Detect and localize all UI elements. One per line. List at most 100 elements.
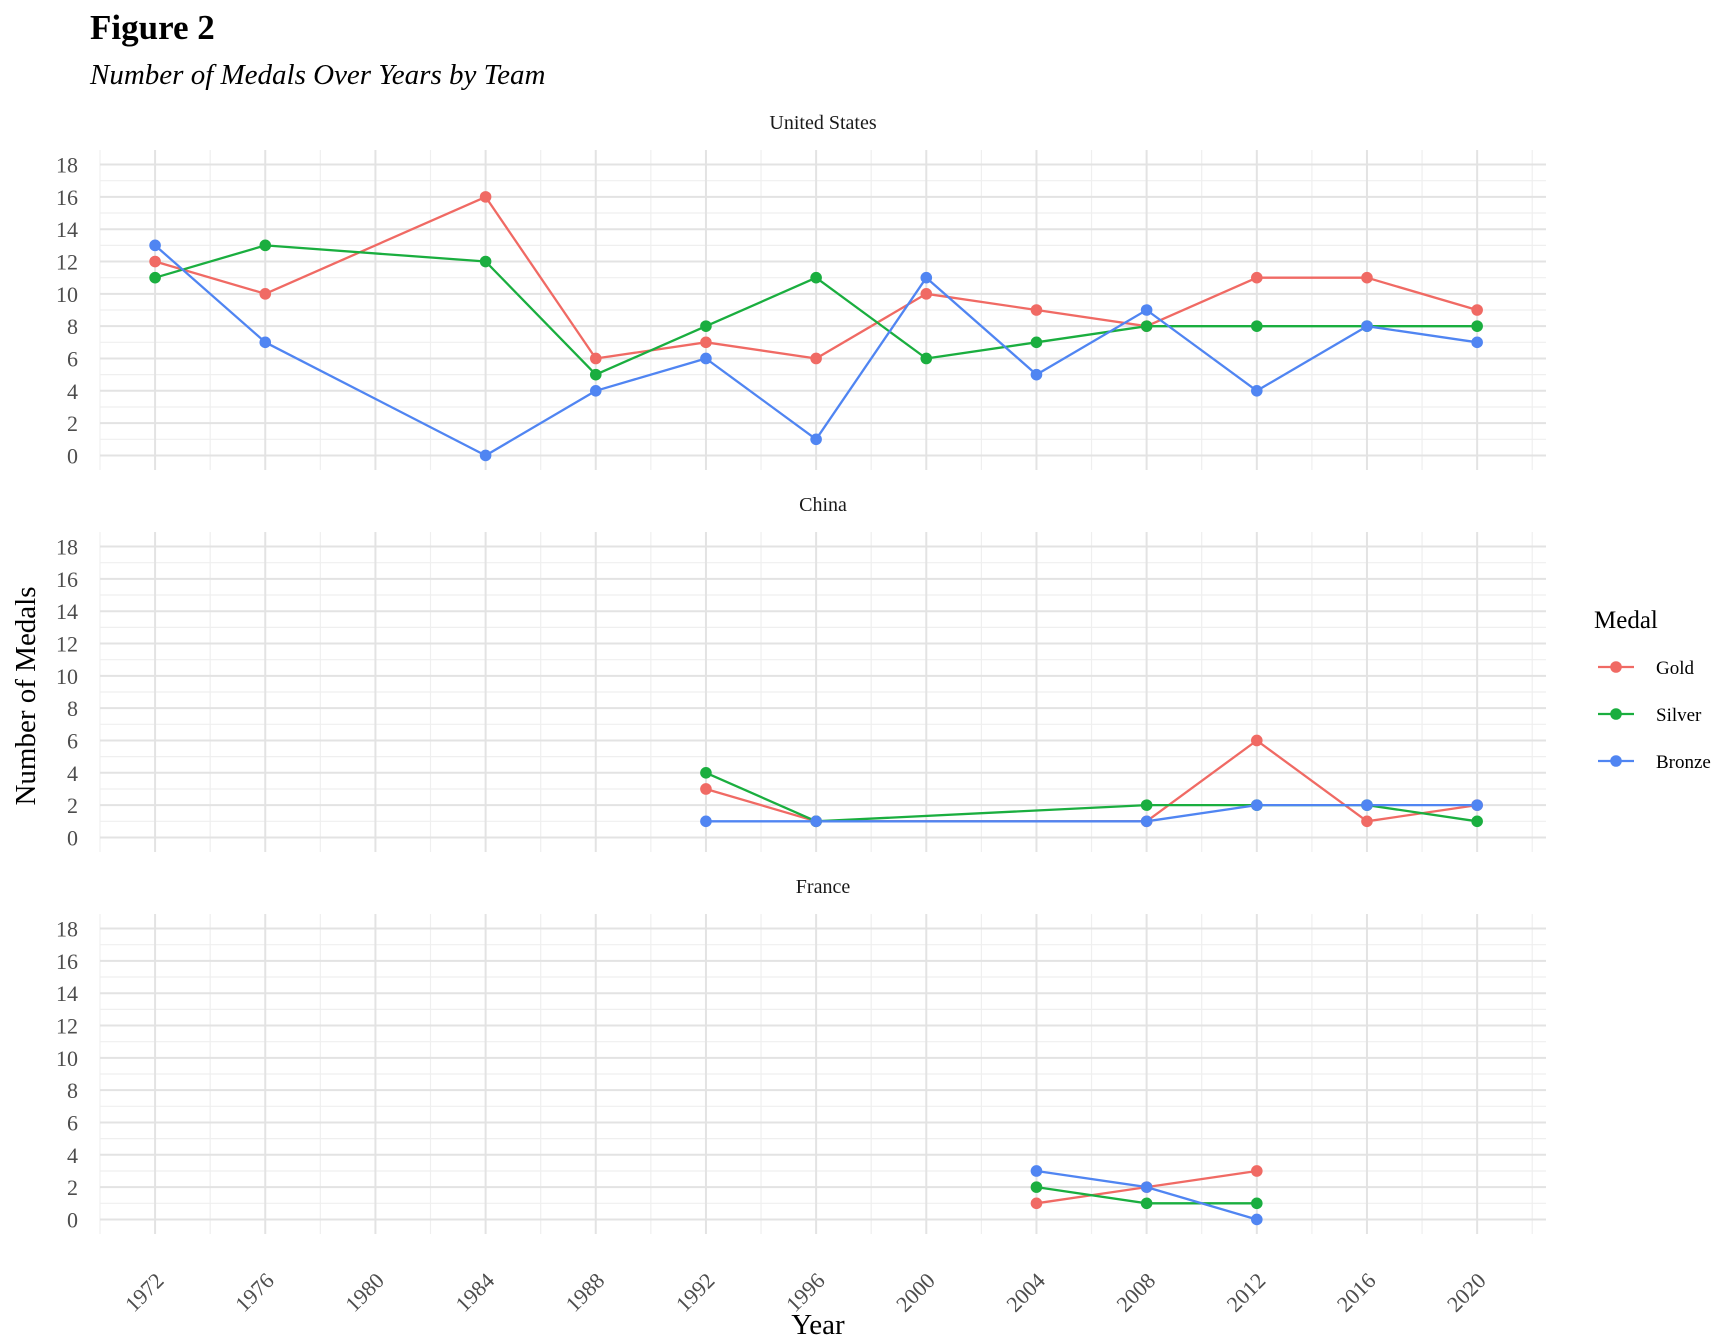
data-point-united-states-silver	[1140, 320, 1153, 332]
data-point-china-bronze	[700, 815, 712, 828]
data-point-united-states-gold	[920, 288, 933, 300]
data-point-france-bronze	[1251, 1213, 1263, 1226]
y-tick-label: 6	[67, 1110, 78, 1135]
data-point-china-silver	[1471, 815, 1483, 828]
x-tick-label: 1976	[230, 1268, 279, 1317]
y-tick-label: 8	[67, 314, 78, 339]
y-tick-label: 16	[56, 567, 78, 592]
data-point-china-gold	[1361, 815, 1373, 828]
panel-united-states: United States 0 2 4 6 8 10 12 14 16 18	[56, 112, 1546, 470]
series-line-china-silver	[705, 771, 1478, 823]
facet-label-united-states: United States	[769, 112, 876, 134]
figure-subtitle: Number of Medals Over Years by Team	[89, 59, 545, 91]
legend-key-point-bronze	[1610, 755, 1622, 767]
series-line-united-states-gold	[154, 195, 1478, 360]
x-tick-label: 1980	[340, 1268, 389, 1317]
y-tick-label: 0	[67, 825, 78, 850]
y-tick-label: 12	[56, 250, 78, 275]
data-point-united-states-gold	[810, 352, 822, 365]
y-tick-label: 14	[56, 217, 78, 242]
y-tick-label: 18	[56, 153, 78, 178]
data-point-united-states-silver	[589, 368, 602, 381]
data-point-france-gold	[1251, 1165, 1263, 1177]
data-point-united-states-silver	[479, 255, 492, 268]
data-point-united-states-bronze	[1251, 385, 1263, 397]
y-tick-label: 0	[67, 443, 78, 468]
data-point-united-states-silver	[1251, 320, 1263, 332]
data-point-china-bronze	[1471, 799, 1483, 811]
y-tick-label: 8	[67, 696, 78, 721]
y-tick-label: 10	[56, 664, 78, 689]
y-tick-label: 12	[56, 1014, 78, 1039]
data-point-united-states-silver	[1471, 320, 1483, 332]
data-point-china-gold	[1251, 734, 1263, 747]
facet-label-france: France	[796, 876, 851, 898]
panel-china: China 0 2 4 6 8 10 12 14 16 18	[56, 494, 1546, 852]
data-point-france-bronze	[1030, 1165, 1043, 1177]
data-point-united-states-silver	[149, 271, 161, 284]
x-tick-label: 1988	[561, 1268, 610, 1317]
data-point-china-bronze	[1251, 799, 1263, 811]
data-point-united-states-bronze	[259, 336, 272, 349]
data-point-united-states-bronze	[810, 433, 822, 446]
data-point-united-states-bronze	[700, 352, 712, 365]
data-point-united-states-gold	[700, 336, 712, 349]
series-line-china-gold	[705, 739, 1478, 823]
data-point-france-silver	[1030, 1181, 1043, 1193]
y-tick-label: 18	[56, 535, 78, 560]
x-tick-label: 2004	[1001, 1268, 1050, 1317]
data-point-united-states-gold	[589, 352, 602, 365]
x-tick-label: 2012	[1222, 1268, 1271, 1317]
figure-title: Figure 2	[90, 8, 215, 47]
y-tick-label: 16	[56, 949, 78, 974]
data-point-china-bronze	[1140, 815, 1153, 828]
y-axis-title: Number of Medals	[10, 586, 42, 805]
data-point-united-states-gold	[1251, 271, 1263, 284]
y-tick-label: 8	[67, 1078, 78, 1103]
data-point-france-silver	[1140, 1197, 1153, 1210]
legend: Medal Gold Silver Bronze	[1594, 607, 1711, 773]
data-point-france-bronze	[1140, 1181, 1153, 1193]
y-tick-label: 10	[56, 1046, 78, 1071]
data-point-france-silver	[1251, 1197, 1263, 1210]
series-line-china-bronze	[705, 803, 1478, 823]
y-tick-label: 14	[56, 981, 78, 1006]
data-point-united-states-silver	[700, 320, 712, 332]
x-tick-label: 1972	[120, 1268, 169, 1317]
data-point-china-bronze	[1361, 799, 1373, 811]
y-tick-label: 4	[67, 761, 78, 786]
x-tick-label: 1992	[671, 1268, 720, 1317]
data-point-united-states-gold	[1361, 271, 1373, 284]
data-point-united-states-bronze	[479, 449, 492, 462]
data-point-united-states-gold	[259, 288, 272, 300]
data-point-united-states-bronze	[1140, 304, 1153, 316]
data-point-united-states-silver	[810, 271, 822, 284]
data-point-united-states-bronze	[149, 239, 161, 252]
y-tick-label: 2	[67, 1175, 78, 1200]
data-point-united-states-bronze	[589, 385, 602, 397]
data-point-united-states-gold	[479, 191, 492, 203]
x-tick-label: 2000	[891, 1268, 940, 1317]
data-point-china-silver	[1140, 799, 1153, 811]
y-tick-label: 12	[56, 632, 78, 657]
legend-key-point-silver	[1610, 708, 1622, 720]
legend-label-silver: Silver	[1656, 705, 1702, 726]
y-tick-label: 6	[67, 728, 78, 753]
series-line-united-states-bronze	[154, 244, 1478, 457]
legend-label-bronze: Bronze	[1656, 752, 1711, 773]
y-tick-label: 0	[67, 1207, 78, 1232]
y-tick-label: 4	[67, 379, 78, 404]
data-point-china-silver	[700, 767, 712, 779]
data-point-united-states-silver	[1030, 336, 1043, 349]
panel-france: France 0 2 4 6 8 10 12 14 16 18	[56, 876, 1546, 1234]
y-tick-label: 6	[67, 346, 78, 371]
legend-title: Medal	[1594, 607, 1658, 634]
data-point-united-states-bronze	[1361, 320, 1373, 332]
data-point-united-states-gold	[149, 255, 161, 268]
x-tick-label: 2008	[1111, 1268, 1160, 1317]
y-tick-label: 2	[67, 793, 78, 818]
x-tick-label: 2016	[1332, 1268, 1381, 1317]
data-point-united-states-silver	[259, 239, 272, 252]
y-tick-label: 14	[56, 599, 78, 624]
